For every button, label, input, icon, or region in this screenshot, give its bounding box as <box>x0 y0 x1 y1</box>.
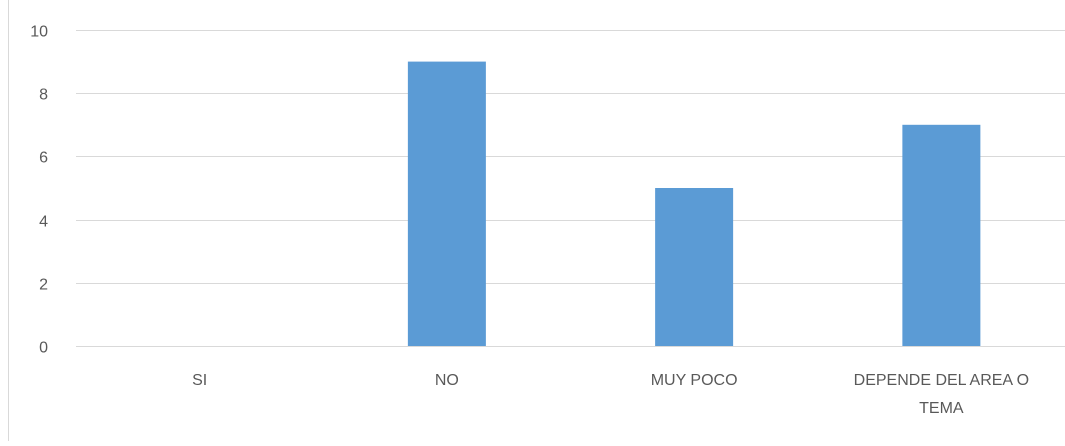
bars <box>407 61 981 346</box>
y-tick-label-8: 8 <box>39 87 48 104</box>
y-axis-tick-labels: 0 2 4 6 8 10 <box>30 24 48 357</box>
gridlines <box>76 30 1065 347</box>
bar-muy-poco <box>655 188 734 346</box>
x-axis-tick-labels: SI NO MUY POCO DEPENDE DEL AREA O TEMA <box>192 372 1029 417</box>
bar-no <box>407 61 486 346</box>
x-tick-label-depende-del-area-o-tema: DEPENDE DEL AREA O TEMA <box>854 372 1029 417</box>
x-tick-label-no: NO <box>435 372 459 389</box>
bar-depende-del-area-o-tema <box>902 124 981 346</box>
y-tick-label-0: 0 <box>39 340 48 357</box>
x-tick-label-muy-poco: MUY POCO <box>651 372 738 389</box>
y-tick-label-4: 4 <box>39 214 48 231</box>
chart-left-border <box>8 0 9 441</box>
x-tick-label-si: SI <box>192 372 207 389</box>
y-tick-label-6: 6 <box>39 150 48 167</box>
y-tick-label-2: 2 <box>39 277 48 294</box>
y-tick-label-10: 10 <box>30 24 48 41</box>
